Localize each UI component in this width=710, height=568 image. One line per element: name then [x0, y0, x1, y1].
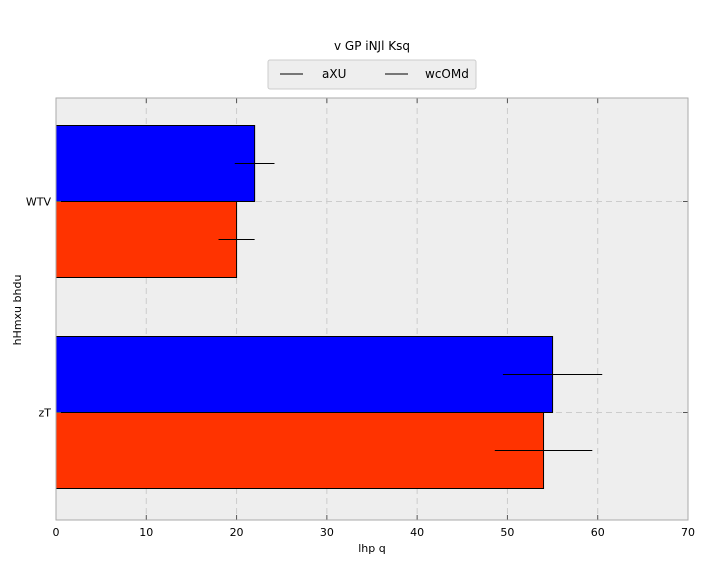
legend-label-series-1: aXU [322, 67, 346, 81]
x-tick-label: 70 [681, 526, 695, 539]
legend-title: v GP iNJl Ksq [334, 39, 410, 53]
bar-1-WTV [55, 125, 256, 202]
x-tick-label: 50 [500, 526, 514, 539]
error-bars [218, 163, 603, 451]
legend-box [267, 59, 477, 90]
x-axis-label: lhp q [358, 542, 386, 555]
legend-label-series-2: wcOMd [425, 67, 469, 81]
x-tick-label: 30 [320, 526, 334, 539]
x-tick-label: 60 [591, 526, 605, 539]
y-tick-label: zT [39, 407, 52, 420]
y-axis-label: hHmxu bhdu [11, 275, 24, 346]
x-tick-label: 0 [53, 526, 60, 539]
bar-1-zT [55, 336, 554, 413]
x-tick-label: 10 [139, 526, 153, 539]
y-tick-label: WTV [26, 196, 52, 209]
x-tick-label: 20 [230, 526, 244, 539]
bars [55, 125, 554, 489]
x-tick-label: 40 [410, 526, 424, 539]
bar-2-zT [55, 412, 545, 489]
y-axis-ticks: zT WTV [26, 196, 688, 420]
x-axis-ticks: 0 10 20 30 40 50 60 70 [53, 98, 695, 539]
bar-2-WTV [55, 201, 238, 278]
legend: v GP iNJl Ksq aXU wcOMd [267, 39, 477, 90]
plot-frame [55, 97, 689, 521]
